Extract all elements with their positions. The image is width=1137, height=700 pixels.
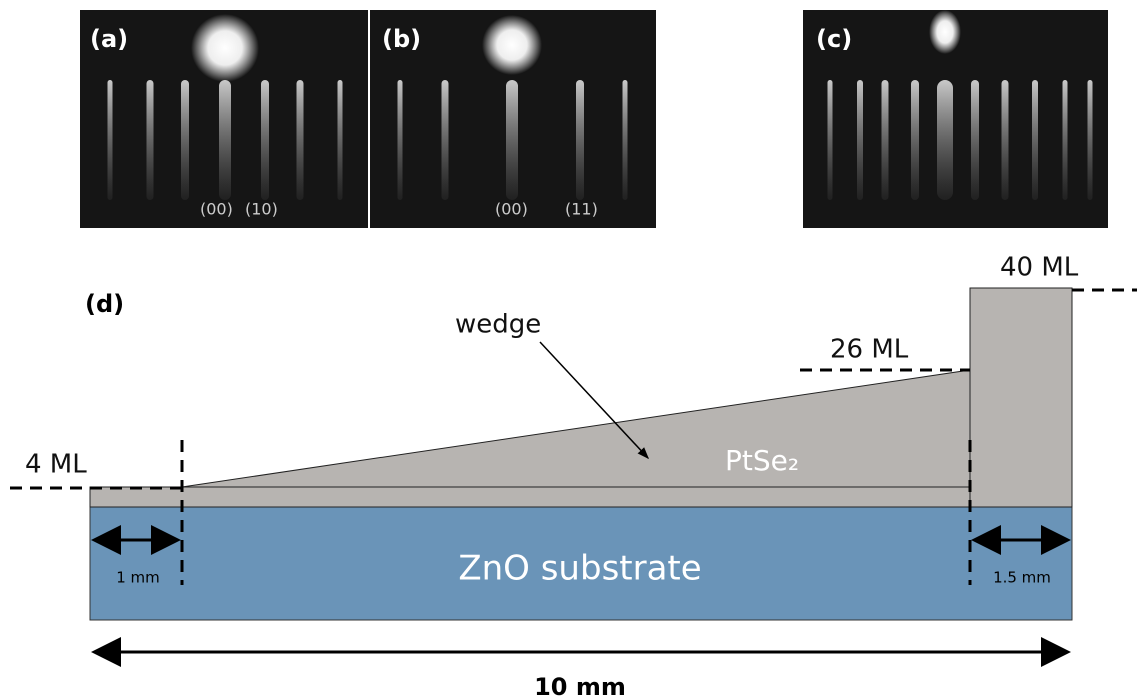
wedge-label: wedge bbox=[455, 310, 541, 340]
streak bbox=[937, 80, 953, 200]
base-layer bbox=[90, 487, 1072, 507]
width-label: 1 mm bbox=[116, 569, 160, 587]
streak bbox=[882, 80, 889, 200]
width-label: 1.5 mm bbox=[993, 569, 1051, 587]
thick-block bbox=[970, 288, 1072, 507]
streak bbox=[506, 80, 518, 200]
streak bbox=[1063, 80, 1068, 200]
wedge-layer bbox=[182, 370, 970, 487]
thickness-label: 26 ML bbox=[830, 335, 909, 365]
streak bbox=[971, 80, 979, 200]
streak bbox=[398, 80, 403, 200]
streak bbox=[1088, 80, 1093, 200]
streak bbox=[147, 80, 154, 200]
streak bbox=[219, 80, 231, 200]
thickness-label: 4 ML bbox=[25, 450, 87, 480]
panel-label: (b) bbox=[382, 25, 421, 53]
streak bbox=[828, 80, 833, 200]
panel-label: (c) bbox=[816, 25, 852, 53]
spot bbox=[482, 15, 542, 75]
width-label: 10 mm bbox=[534, 673, 626, 700]
index-label: (11) bbox=[565, 200, 598, 219]
film-label: PtSe₂ bbox=[725, 444, 799, 477]
streak bbox=[911, 80, 919, 200]
streak bbox=[338, 80, 343, 200]
index-label: (10) bbox=[245, 200, 278, 219]
rheed-panels: (a) (00) (10) (b) (00) (11) (c) bbox=[80, 10, 1108, 228]
streak bbox=[857, 80, 863, 200]
substrate-label: ZnO substrate bbox=[458, 549, 701, 589]
streak bbox=[1002, 80, 1009, 200]
streak bbox=[261, 80, 269, 200]
spot bbox=[191, 14, 259, 82]
panel-label: (a) bbox=[90, 25, 128, 53]
streak bbox=[181, 80, 189, 200]
figure: (a) (00) (10) (b) (00) (11) (c) (d) wedg… bbox=[0, 0, 1137, 700]
streak bbox=[297, 80, 304, 200]
streak bbox=[108, 80, 113, 200]
streak bbox=[623, 80, 628, 200]
streak bbox=[1032, 80, 1038, 200]
index-label: (00) bbox=[495, 200, 528, 219]
streak bbox=[442, 80, 449, 200]
streak bbox=[576, 80, 584, 200]
spot bbox=[929, 10, 961, 54]
panel-label: (d) bbox=[85, 290, 124, 318]
thickness-label: 40 ML bbox=[1000, 253, 1079, 283]
index-label: (00) bbox=[200, 200, 233, 219]
